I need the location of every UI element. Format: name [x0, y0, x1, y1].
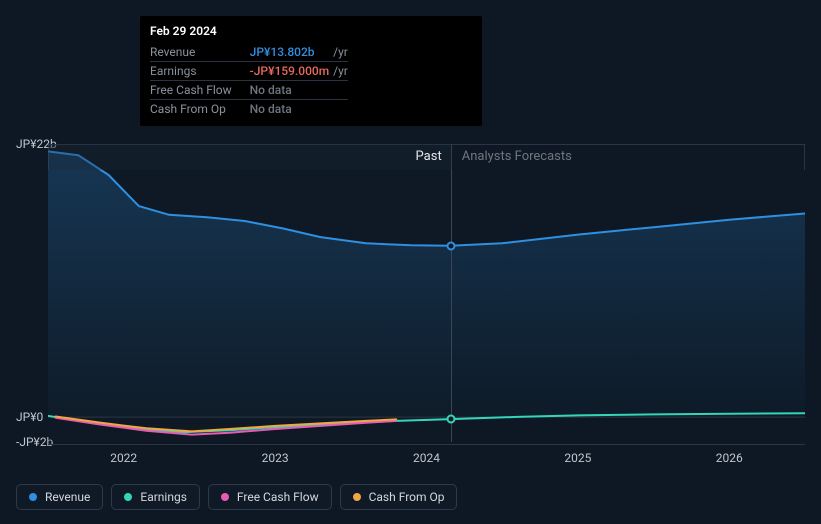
chart-svg [48, 144, 805, 442]
tooltip-row-unit [329, 81, 348, 100]
legend-item-revenue[interactable]: Revenue [16, 484, 103, 510]
tooltip-date: Feb 29 2024 [150, 24, 472, 38]
chart-tooltip: Feb 29 2024 RevenueJP¥13.802b/yrEarnings… [140, 16, 482, 126]
tooltip-row-unit: /yr [329, 43, 348, 62]
x-axis-label: 2023 [262, 451, 289, 465]
legend-dot-icon [221, 493, 229, 501]
tooltip-table: RevenueJP¥13.802b/yrEarnings-JP¥159.000m… [150, 43, 348, 118]
tooltip-row-key: Cash From Op [150, 100, 250, 119]
tooltip-row-unit [329, 100, 348, 119]
x-axis-label: 2022 [110, 451, 137, 465]
section-label-past: Past [49, 144, 452, 170]
legend-item-label: Earnings [140, 490, 187, 504]
x-axis-label: 2025 [564, 451, 591, 465]
legend-item-label: Cash From Op [369, 490, 445, 504]
legend-item-label: Revenue [45, 490, 90, 504]
tooltip-row-value: No data [250, 81, 330, 100]
x-axis-label: 2024 [413, 451, 440, 465]
chart-x-axis: 2022 2023 2024 2025 2026 [48, 444, 805, 466]
tooltip-row-value: No data [250, 100, 330, 119]
legend-dot-icon [124, 493, 132, 501]
tooltip-row: Free Cash FlowNo data [150, 81, 348, 100]
legend-item-earnings[interactable]: Earnings [111, 484, 200, 510]
tooltip-row-key: Earnings [150, 62, 250, 81]
legend-item-label: Free Cash Flow [237, 490, 319, 504]
legend-dot-icon [353, 493, 361, 501]
tooltip-row: RevenueJP¥13.802b/yr [150, 43, 348, 62]
tooltip-row: Cash From OpNo data [150, 100, 348, 119]
chart-legend: Revenue Earnings Free Cash Flow Cash From O… [16, 484, 457, 510]
tooltip-row: Earnings-JP¥159.000m/yr [150, 62, 348, 81]
chart-plot-area[interactable] [48, 144, 805, 442]
tooltip-row-key: Revenue [150, 43, 250, 62]
legend-item-cash-from-op[interactable]: Cash From Op [340, 484, 458, 510]
legend-item-free-cash-flow[interactable]: Free Cash Flow [208, 484, 332, 510]
chart-section-header: Past Analysts Forecasts [48, 144, 805, 170]
section-label-forecast: Analysts Forecasts [452, 144, 804, 170]
revenue-earnings-chart: JP¥22bJP¥0-JP¥2b Past Analysts Forecasts… [16, 126, 805, 466]
x-axis-label: 2026 [716, 451, 743, 465]
tooltip-row-value: -JP¥159.000m [250, 62, 330, 81]
tooltip-row-unit: /yr [329, 62, 348, 81]
tooltip-row-value: JP¥13.802b [250, 43, 330, 62]
legend-dot-icon [29, 493, 37, 501]
tooltip-row-key: Free Cash Flow [150, 81, 250, 100]
